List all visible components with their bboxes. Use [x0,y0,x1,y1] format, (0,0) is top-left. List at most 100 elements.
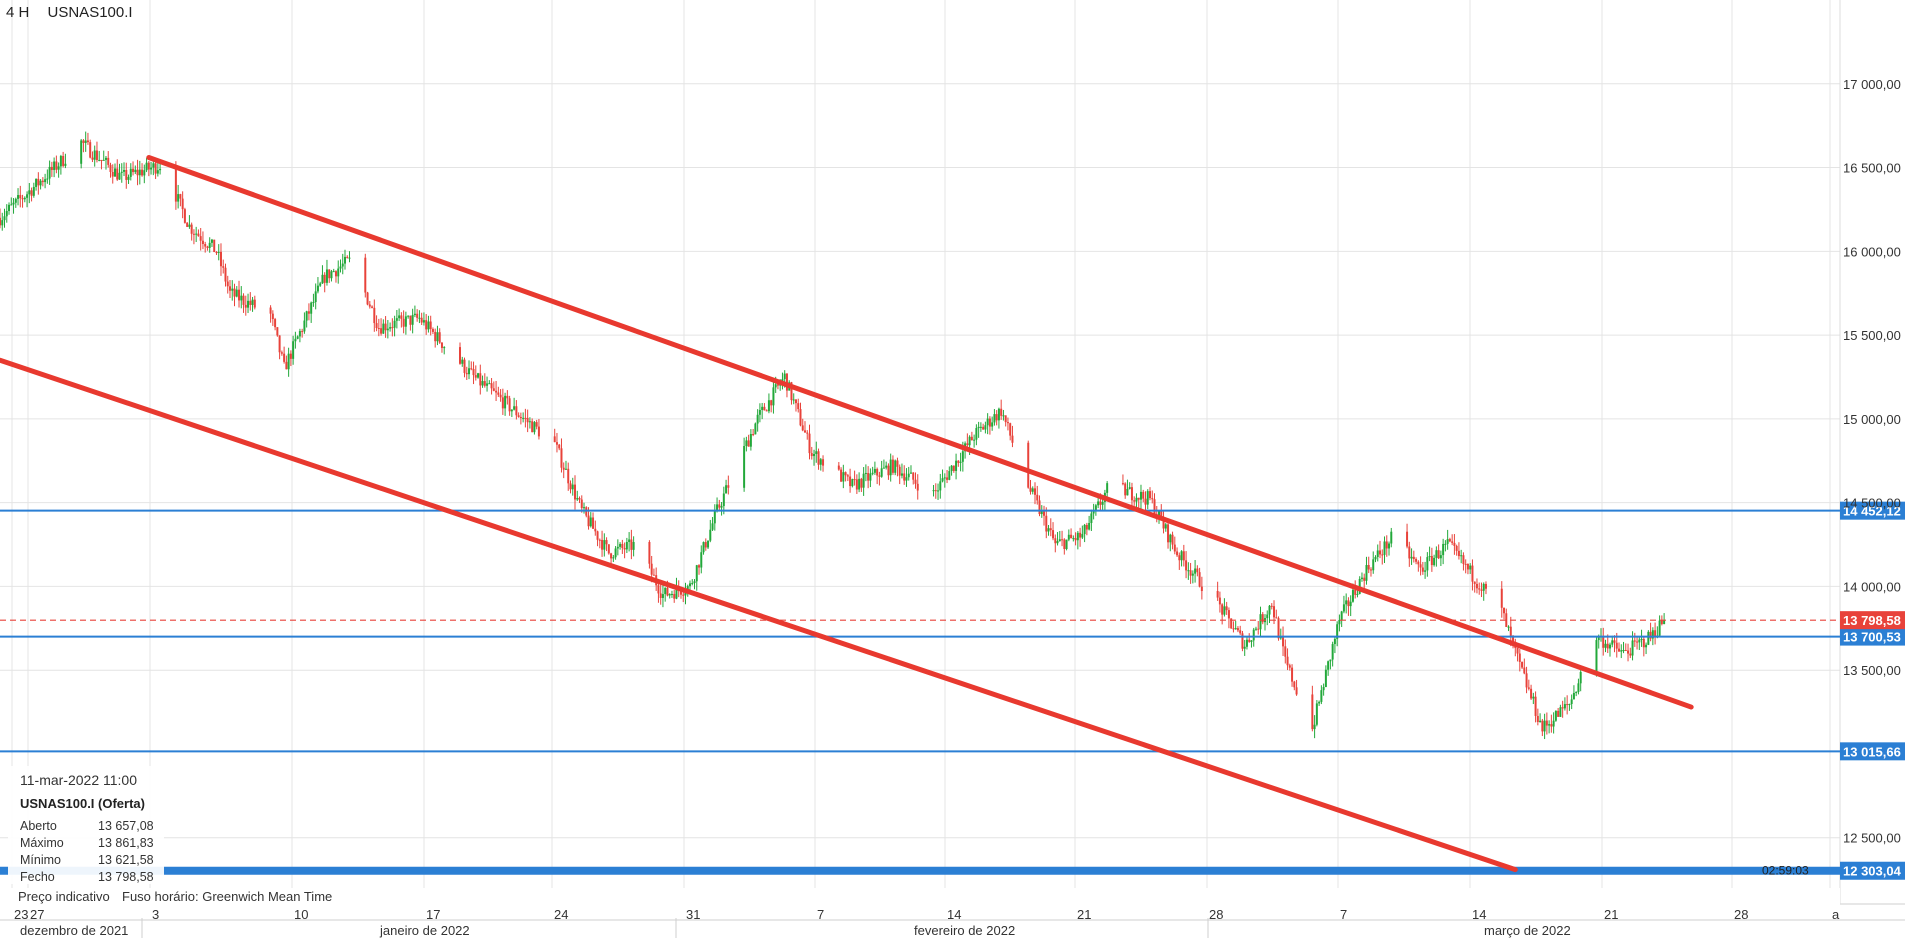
candle-body [1313,724,1316,730]
candle-body [822,459,825,466]
candle-body [190,224,193,234]
level-price-label: 14 452,12 [1843,504,1901,519]
candle-body [1539,720,1542,722]
candle-body [758,409,761,415]
candle-body [91,157,94,160]
candle-body [436,332,439,342]
candle-body [1085,524,1088,530]
candle-body [1196,568,1199,573]
candle-body [154,163,157,174]
candle-body [621,543,624,549]
candle-body [1462,555,1465,564]
candle-body [384,323,387,331]
candle-body [12,202,15,205]
candle-body [1133,500,1136,502]
candle-body [217,251,220,253]
candle-body [756,414,759,424]
candle-body [483,381,486,386]
candle-body [488,383,491,385]
candle-body [1437,550,1440,559]
candle-body [1286,656,1289,666]
candle-body [991,422,994,427]
candle-body [1379,550,1381,555]
candle-body [810,453,813,457]
level-price-label: 13 015,66 [1843,744,1901,759]
candle-body [1320,690,1323,702]
candle-body [1227,610,1230,619]
candle-body [1182,551,1185,561]
candle-body [1236,628,1239,631]
candle-body [1153,499,1156,516]
candle-body [145,162,148,171]
candle-body [468,368,471,375]
info-row-close: Fecho 13 798,58 [20,870,154,884]
candle-body [860,478,863,488]
candle-body [28,190,31,195]
candle-body [790,382,793,401]
candle-body [1430,556,1433,566]
candle-body [1433,557,1436,566]
candle-body [946,477,949,480]
candle-body [323,274,326,283]
timezone-label[interactable]: Fuso horário: Greenwich Mean Time [122,889,333,904]
candle-body [89,142,92,158]
candle-body [411,315,414,325]
candle-body [880,468,883,477]
timeframe-label[interactable]: 4 H [6,4,30,21]
candle-body [607,544,610,554]
candle-body [804,430,806,433]
candle-body [1663,620,1666,625]
candle-body [1036,494,1039,501]
candle-body [894,460,897,473]
candle-body [799,409,802,426]
candle-body [289,353,292,359]
candle-body [855,479,858,490]
candle-body [407,315,410,317]
candle-body [1067,534,1070,540]
candle-body [808,433,811,454]
candle-body [1444,543,1447,545]
candle-body [659,593,662,598]
candle-body [670,593,673,595]
level-price-tag [1840,742,1905,761]
candle-body [1541,720,1544,732]
candle-body [950,465,953,472]
candle-body [853,479,856,481]
candle-body [1101,501,1104,505]
candle-body [1083,524,1086,535]
candle-body [849,476,852,487]
candle-body [1651,630,1654,639]
candle-body [1268,605,1271,615]
candle-body [745,440,748,447]
candle-body [553,436,556,443]
candle-body [1295,687,1298,695]
candle-body [772,387,775,406]
candle-body [82,140,85,143]
candle-body [1277,618,1280,639]
candle-body [86,140,89,143]
candle-body [1660,620,1663,625]
candle-body [1230,618,1233,629]
candle-body [968,436,971,446]
candle-body [767,400,770,412]
candle-body [1234,628,1237,630]
candle-body [937,490,940,492]
candle-body [98,159,101,161]
candle-body [957,460,960,463]
candle-body [695,565,698,582]
candle-body [1390,531,1393,544]
symbol-label[interactable]: USNAS100.I [47,4,133,21]
candle-body [386,328,389,331]
candle-body [896,460,899,467]
candle-body [1512,636,1515,642]
candle-body [1505,613,1508,627]
candle-body [292,341,295,359]
level-price-label: 12 303,04 [1843,864,1902,879]
candle-body [774,384,777,388]
candle-body [1388,543,1391,549]
candle-body [1160,511,1163,520]
candle-body [1627,650,1630,654]
candle-body [37,178,40,186]
candle-body [871,472,874,474]
